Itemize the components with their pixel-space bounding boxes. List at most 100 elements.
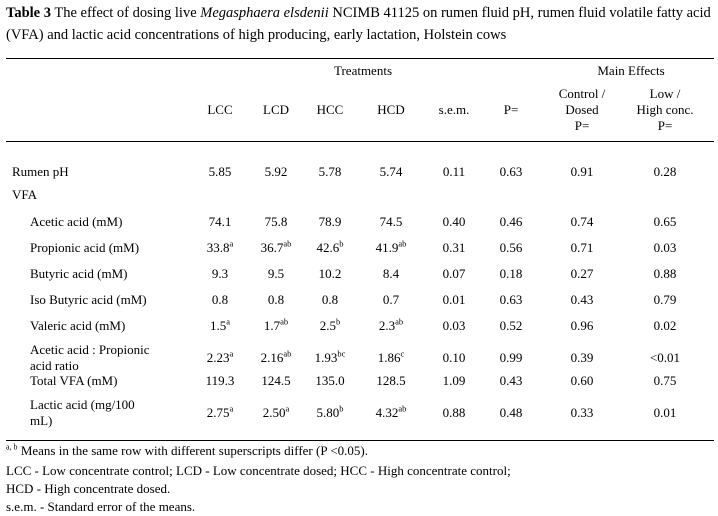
effect-low-high-value: 0.88 [653,266,677,281]
treatment-value: 33.8a [188,239,252,256]
treatment-value: 0.7 [359,292,423,308]
p-value: 0.56 [499,240,523,255]
value-number: 10.2 [318,266,342,281]
value-superscript: b [339,238,344,249]
top-rule [6,58,714,59]
value-number: 135.0 [315,373,345,388]
effect-low-high-value: 0.65 [653,214,677,229]
p-value: 0.48 [499,405,523,420]
sem-value: 0.07 [442,266,466,281]
p-value: 0.63 [499,164,523,179]
value-superscript: bc [337,348,346,359]
value-number: 2.23 [206,350,230,365]
value-number: 5.92 [264,164,288,179]
row-label: Lactic acid (mg/100 [30,397,135,412]
treatment-value: 128.5 [359,373,423,389]
row-label: Iso Butyric acid (mM) [30,292,147,307]
treatment-value: 74.1 [188,214,252,230]
value-number: 74.1 [208,214,232,229]
p-value: 0.63 [499,292,523,307]
treatment-value: 9.5 [244,266,308,282]
effect-header-low-high: High conc. [636,102,694,117]
value-number: 0.8 [267,292,285,307]
value-number: 124.5 [261,373,291,388]
column-header: LCD [263,102,289,117]
treatment-value: 8.4 [359,266,423,282]
effect-low-high-value: 0.03 [653,240,677,255]
effect-low-high-value: 0.02 [653,318,677,333]
value-number: 2.75 [206,405,230,420]
value-number: 1.93 [314,350,338,365]
row-label: Propionic acid (mM) [30,240,140,255]
value-number: 1.86 [377,350,401,365]
sem-value: 1.09 [442,373,466,388]
p-value: 0.99 [499,350,523,365]
effect-control-dosed-value: 0.71 [570,240,594,255]
value-superscript: a [229,403,234,414]
treatment-value: 4.32ab [359,404,423,421]
effect-control-dosed-value: 0.27 [570,266,594,281]
treatment-value: 41.9ab [359,239,423,256]
value-number: 9.3 [211,266,229,281]
treatment-value: 1.93bc [298,348,362,366]
treatment-value: 0.8 [244,292,308,308]
value-superscript: a [226,316,231,327]
treatment-value: 2.3ab [359,317,423,334]
treatment-value: 10.2 [298,266,362,282]
value-number: 5.80 [316,405,340,420]
p-value: 0.46 [499,214,523,229]
treatment-value: 2.16ab [244,349,308,366]
treatment-value: 1.86c [359,348,423,366]
sem-value: 0.03 [442,318,466,333]
value-number: 33.8 [206,240,230,255]
value-number: 8.4 [382,266,400,281]
value-number: 1.5 [209,318,227,333]
treatment-value: 124.5 [244,373,308,389]
table-label: Table 3 [6,5,51,21]
value-number: 2.50 [262,405,286,420]
value-number: 2.3 [378,318,396,333]
footnote-abbrev-1: LCC - Low concentrate control; LCD - Low… [6,463,511,478]
treatment-value: 1.7ab [244,316,308,334]
value-superscript: b [336,316,341,327]
effect-control-dosed-value: 0.43 [570,292,594,307]
sem-value: 0.01 [442,292,466,307]
value-number: 9.5 [267,266,285,281]
treatment-value: 2.50a [244,403,308,421]
treatment-value: 9.3 [188,266,252,282]
effect-control-dosed-value: 0.60 [570,373,594,388]
treatment-value: 36.7ab [244,238,308,256]
header-treatments: Treatments [333,63,393,78]
treatment-value: 5.80b [298,403,362,421]
header-rule [6,141,714,142]
footnote-sem: s.e.m. - Standard error of the means. [6,499,196,514]
value-superscript: ab [280,316,289,327]
column-header: HCC [316,102,344,117]
treatment-value: 75.8 [244,214,308,230]
row-label: Rumen pH [12,164,69,179]
p-value: 0.18 [499,266,523,281]
row-label: Valeric acid (mM) [30,318,126,333]
treatment-value: 5.92 [244,164,308,180]
caption-text-before: The effect of dosing live [51,5,201,21]
footnote-superscripts: a, b Means in the same row with differen… [6,443,368,459]
sem-value: 0.10 [442,350,466,365]
value-superscript: a [285,403,290,414]
treatment-value: 119.3 [188,373,252,389]
value-superscript: ab [283,238,292,249]
effect-header-low-high: Low / [649,86,681,101]
value-number: 42.6 [316,240,340,255]
treatment-value: 5.85 [188,164,252,180]
value-superscript: b [339,403,344,414]
effect-low-high-value: <0.01 [649,350,681,365]
sem-value: 0.40 [442,214,466,229]
value-superscript: c [400,348,405,359]
value-number: 2.5 [319,318,336,333]
value-number: 75.8 [264,214,288,229]
treatment-value: 42.6b [298,238,362,256]
effect-control-dosed-value: 0.91 [570,164,594,179]
treatment-value: 0.8 [188,292,252,308]
treatment-value: 78.9 [298,214,362,230]
value-number: 0.8 [211,292,229,307]
effect-control-dosed-value: 0.74 [570,214,594,229]
